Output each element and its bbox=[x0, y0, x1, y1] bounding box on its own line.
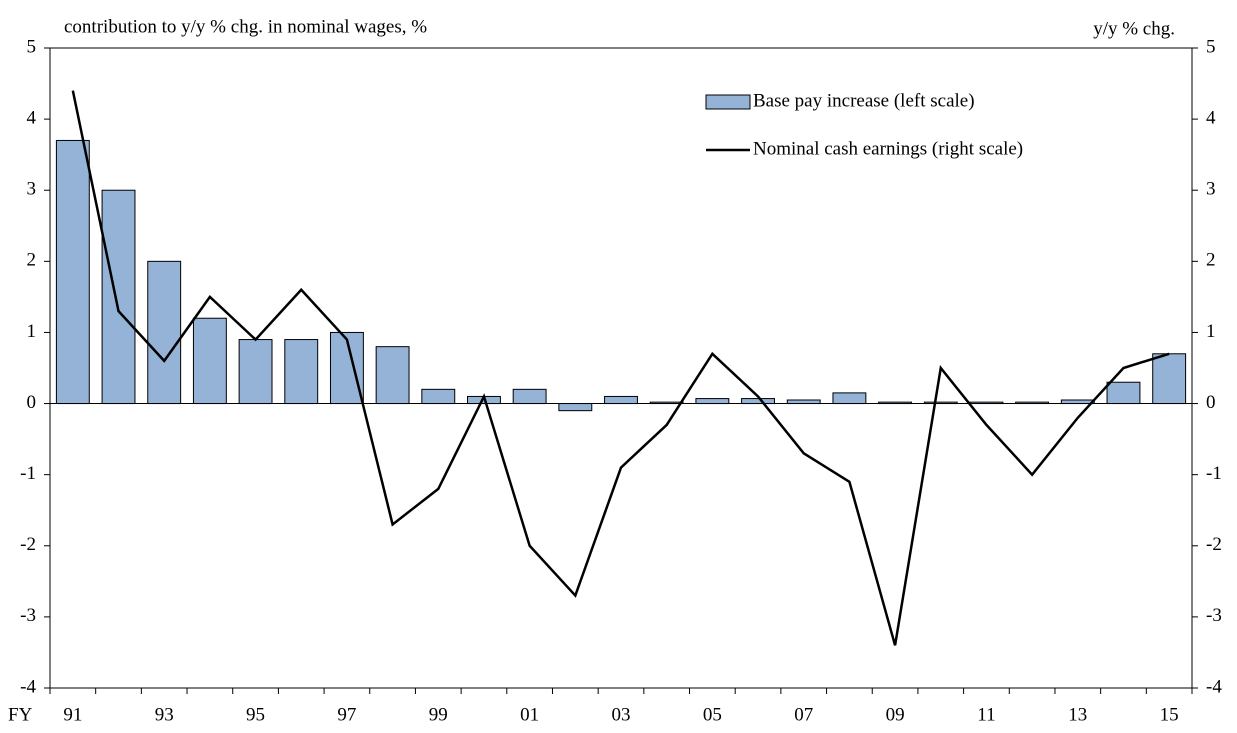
x-tick-label: 05 bbox=[703, 704, 722, 725]
y-tick-label: 2 bbox=[27, 250, 37, 271]
x-tick-label: 93 bbox=[155, 704, 174, 725]
y-tick-label: 4 bbox=[27, 107, 37, 128]
x-tick-label: 03 bbox=[612, 704, 631, 725]
plot-frame bbox=[49, 47, 1193, 689]
bar bbox=[1106, 381, 1141, 405]
y-axis-title: contribution to y/y % chg. in nominal wa… bbox=[64, 16, 427, 37]
y2-tick-label: 0 bbox=[1206, 392, 1216, 413]
y-tick-label: 3 bbox=[27, 179, 37, 200]
x-tick-label: 07 bbox=[794, 704, 813, 725]
x-tick-label: 95 bbox=[246, 704, 265, 725]
bar bbox=[1060, 399, 1095, 405]
y-tick-label: -2 bbox=[20, 534, 36, 555]
y2-axis-title: y/y % chg. bbox=[1093, 18, 1175, 39]
x-tick-label: 11 bbox=[977, 704, 995, 725]
bar bbox=[421, 388, 456, 405]
y-tick-label: 1 bbox=[27, 321, 37, 342]
y-tick-label: -1 bbox=[20, 463, 36, 484]
bar bbox=[238, 339, 273, 405]
bar bbox=[832, 392, 867, 405]
bar bbox=[604, 395, 638, 405]
bar bbox=[786, 399, 821, 405]
line bbox=[71, 90, 1170, 646]
y2-tick-label: -1 bbox=[1206, 463, 1222, 484]
bar bbox=[558, 403, 593, 412]
bar bbox=[55, 139, 90, 405]
y2-tick-label: 2 bbox=[1206, 250, 1216, 271]
x-axis-prefix: FY bbox=[8, 704, 33, 725]
y-tick-label: 0 bbox=[27, 392, 37, 413]
y2-tick-label: 4 bbox=[1206, 107, 1216, 128]
x-tick-label: 15 bbox=[1160, 704, 1179, 725]
bar bbox=[192, 317, 227, 405]
legend-label: Base pay increase (left scale) bbox=[753, 90, 975, 111]
bar bbox=[284, 339, 319, 405]
y-tick-label: 5 bbox=[27, 36, 37, 57]
bar bbox=[147, 260, 182, 405]
bar bbox=[695, 398, 730, 405]
bar bbox=[741, 398, 775, 405]
y-tick-label: -3 bbox=[20, 605, 36, 626]
x-tick-label: 09 bbox=[886, 704, 905, 725]
bar bbox=[375, 346, 410, 405]
legend-swatch bbox=[705, 94, 751, 110]
y2-tick-label: 5 bbox=[1206, 36, 1216, 57]
bar bbox=[101, 189, 136, 405]
x-tick-label: 91 bbox=[63, 704, 82, 725]
x-tick-label: 13 bbox=[1068, 704, 1087, 725]
legend-label: Nominal cash earnings (right scale) bbox=[753, 138, 1023, 159]
y2-tick-label: 3 bbox=[1206, 179, 1216, 200]
y2-tick-label: 1 bbox=[1206, 321, 1216, 342]
y2-tick-label: -4 bbox=[1206, 676, 1222, 697]
y-tick-label: -4 bbox=[20, 676, 36, 697]
x-tick-label: 99 bbox=[429, 704, 448, 725]
y2-tick-label: -3 bbox=[1206, 605, 1222, 626]
x-tick-label: 01 bbox=[520, 704, 539, 725]
y2-tick-label: -2 bbox=[1206, 534, 1222, 555]
x-tick-label: 97 bbox=[337, 704, 356, 725]
bar bbox=[512, 388, 547, 405]
bar bbox=[1152, 353, 1187, 405]
